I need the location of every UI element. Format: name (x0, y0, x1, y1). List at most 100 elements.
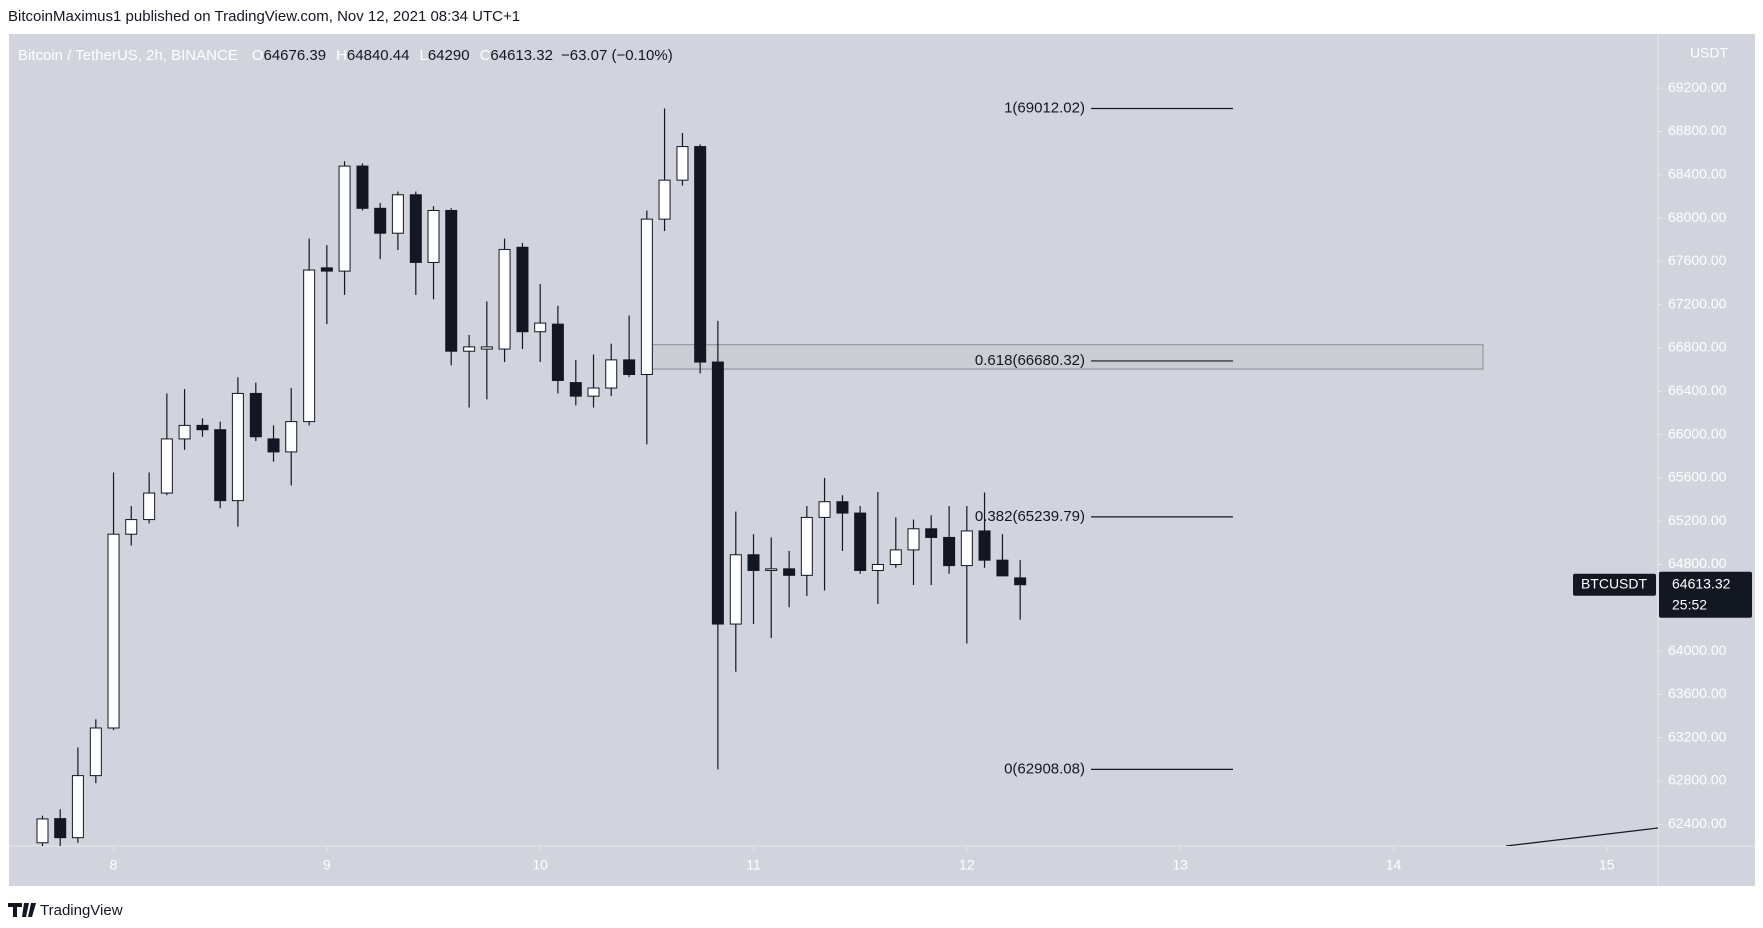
candle-body (978, 530, 991, 561)
candle-body (907, 528, 920, 551)
candle-body (320, 267, 333, 272)
candle-body (889, 549, 902, 566)
candle-body (854, 512, 867, 571)
candle-body (783, 568, 796, 576)
y-tick-label: 68800.00 (1668, 122, 1727, 138)
candle-body (427, 209, 440, 263)
ohlc-prefix: O (252, 47, 264, 64)
candle-body (409, 194, 422, 263)
candle-body (836, 501, 849, 514)
ohlc-value: 64676.39 (264, 47, 327, 64)
candle-body (1014, 577, 1027, 586)
brand: TradingView (8, 902, 123, 919)
ohlc-prefix: H (336, 47, 347, 64)
currency: USDT (1690, 45, 1729, 61)
symbol-tag-box (1573, 573, 1656, 596)
candle-body (89, 727, 102, 777)
candle-body (623, 359, 636, 375)
y-tick-label: 64800.00 (1668, 555, 1727, 571)
y-tick-label: 68000.00 (1668, 209, 1727, 225)
x-tick-label: 14 (1386, 857, 1402, 873)
price-tag: 64613.32 (1672, 575, 1731, 591)
candle-body (765, 568, 778, 571)
candle-body (800, 516, 813, 576)
y-tick-label: 63200.00 (1668, 728, 1727, 744)
y-tick-label: 63600.00 (1668, 685, 1727, 701)
candle-body (587, 387, 600, 397)
candle-body (551, 323, 564, 381)
candle-body (196, 424, 209, 431)
plot (36, 107, 1658, 846)
candle-body (711, 361, 724, 625)
y-tick-label: 69200.00 (1668, 79, 1727, 95)
candle-body (658, 179, 671, 220)
ohlc-value: 64290 (428, 47, 470, 64)
brand-logo (8, 903, 36, 917)
y-tick-label: 62800.00 (1668, 772, 1727, 788)
x-tick-label: 11 (746, 857, 761, 873)
candle-body (178, 424, 191, 440)
candle-body (374, 207, 387, 234)
candle-body (534, 322, 547, 333)
y-tick-label: 66000.00 (1668, 425, 1727, 441)
candle-body (125, 519, 138, 535)
countdown: 25:52 (1672, 596, 1707, 612)
candle-body (569, 382, 582, 397)
candle-body (516, 246, 529, 333)
brand-name: TradingView (40, 902, 123, 919)
fib-label: 0.382(65239.79) (975, 508, 1085, 525)
candle-body (729, 554, 742, 625)
ohlc: O64676.39 H64840.44 L64290 C64613.32 −63.07 … (252, 47, 673, 64)
currency-box (1668, 38, 1748, 68)
candle-body (818, 501, 831, 518)
x-tick-label: 15 (1599, 857, 1615, 873)
candle-body (943, 536, 956, 567)
candle-body (605, 359, 618, 389)
fib-label: 1(69012.02) (1004, 99, 1085, 116)
y-tick-label: 67600.00 (1668, 252, 1727, 268)
symbol-tag: BTCUSDT (1581, 575, 1648, 591)
y-tick-label: 66400.00 (1668, 382, 1727, 398)
price-tag-box (1659, 571, 1752, 618)
ohlc-change: −63.07 (−0.10%) (561, 47, 673, 64)
candle-body (463, 346, 476, 352)
y-tick-label: 65200.00 (1668, 512, 1727, 528)
candle-body (445, 209, 458, 352)
candle-body (214, 429, 227, 502)
publisher-line: BitcoinMaximus1 published on TradingView… (8, 8, 520, 25)
trend-line (1505, 827, 1658, 846)
candle-body (267, 438, 280, 453)
candle-body (996, 559, 1009, 577)
candle-body (160, 438, 173, 494)
candle-body (338, 165, 351, 272)
candle-body (71, 775, 84, 839)
x-tick-label: 9 (323, 857, 331, 873)
ohlc-prefix: C (480, 47, 491, 64)
candle-body (640, 218, 653, 375)
x-tick-label: 8 (110, 857, 118, 873)
fib-label: 0(62908.08) (1004, 760, 1085, 777)
x-tick-label: 10 (532, 857, 548, 873)
candle-body (54, 818, 67, 839)
candle-body (498, 248, 511, 350)
y-tick-label: 66800.00 (1668, 339, 1727, 355)
candle-body (747, 554, 760, 571)
candle-body (285, 421, 298, 453)
x-tick-label: 12 (959, 857, 975, 873)
candle-body (694, 146, 707, 363)
chart-panel (9, 34, 1755, 886)
legend-line: Bitcoin / TetherUS, 2h, BINANCE O64676.39… (18, 47, 673, 64)
candle-body (107, 533, 120, 729)
x-tick-label: 13 (1172, 857, 1188, 873)
candle-body (249, 392, 262, 438)
y-tick-label: 65600.00 (1668, 469, 1727, 485)
ohlc-value: 64613.32 (490, 47, 553, 64)
candle-body (960, 530, 973, 567)
ohlc-prefix: L (420, 47, 428, 64)
symbol-title: Bitcoin / TetherUS, 2h, BINANCE (18, 47, 238, 64)
candle-body (391, 194, 404, 234)
candle-body (480, 346, 493, 350)
candle-body (925, 528, 938, 538)
candle-body (36, 818, 49, 844)
